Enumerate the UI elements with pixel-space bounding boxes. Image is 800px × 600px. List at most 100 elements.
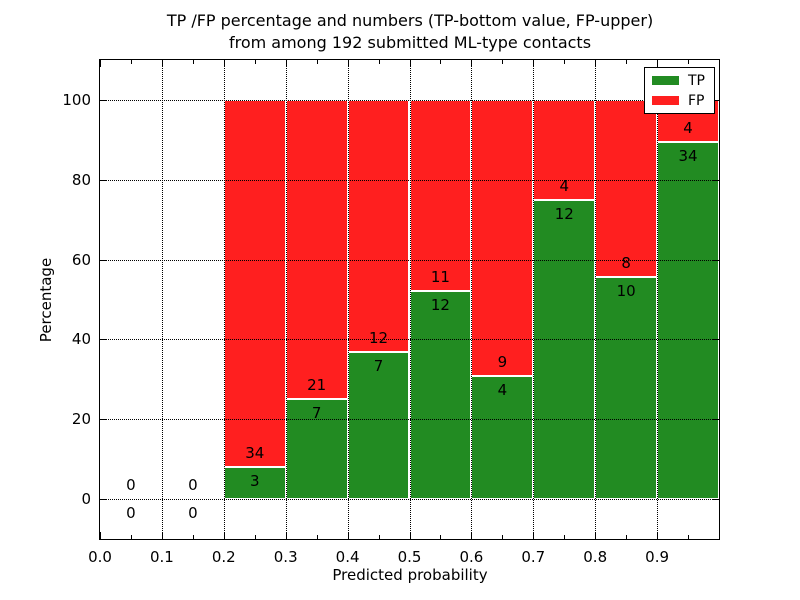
x-tick-mark	[719, 60, 720, 67]
gridline-vertical	[533, 60, 535, 539]
legend-label-fp: FP	[688, 92, 705, 109]
y-tick-mark	[712, 419, 719, 421]
chart-title-line2: from among 192 submitted ML-type contact…	[228, 33, 592, 52]
x-tick-label: 0.4	[335, 548, 360, 566]
tp-count-label: 4	[497, 381, 508, 400]
x-minor-tick-mark	[564, 535, 566, 539]
bar-fp-segment	[471, 99, 534, 377]
x-minor-tick-mark	[316, 535, 318, 539]
x-minor-tick-mark	[688, 60, 690, 64]
y-tick-mark	[100, 179, 107, 181]
tp-count-label: 34	[678, 146, 698, 165]
x-tick-mark	[657, 60, 659, 67]
x-tick-label: 0.3	[273, 548, 298, 566]
gridline-vertical	[285, 60, 287, 539]
tp-count-label: 3	[249, 471, 260, 490]
x-tick-mark	[100, 532, 101, 539]
y-tick-mark	[712, 259, 719, 261]
bar-tp-segment	[285, 399, 348, 500]
legend: TP FP	[644, 67, 715, 114]
tp-count-label: 12	[554, 204, 574, 223]
bar-tp-segment	[409, 290, 472, 500]
x-minor-tick-mark	[130, 60, 132, 64]
gridline-vertical	[657, 60, 659, 539]
y-tick-label: 100	[62, 90, 91, 109]
x-tick-mark	[409, 60, 411, 67]
x-tick-label: 0.8	[583, 548, 608, 566]
legend-swatch-tp-icon	[652, 76, 679, 85]
fp-count-label: 21	[307, 376, 327, 395]
x-minor-tick-mark	[254, 535, 256, 539]
bar-fp-segment	[409, 99, 472, 291]
y-tick-label: 80	[71, 170, 91, 189]
y-tick-mark	[100, 259, 107, 261]
x-tick-mark	[223, 60, 225, 67]
legend-item-fp: FP	[652, 93, 705, 108]
tp-count-label: 7	[373, 357, 384, 376]
x-minor-tick-mark	[502, 60, 504, 64]
fp-count-label: 8	[621, 254, 631, 273]
legend-swatch-fp-icon	[652, 96, 679, 105]
fp-count-label: 11	[430, 267, 450, 286]
x-tick-mark	[657, 532, 659, 539]
bar-fp-segment	[285, 99, 348, 400]
x-minor-tick-mark	[440, 535, 442, 539]
bar-tp-segment	[223, 466, 286, 500]
bar-tp-segment	[595, 277, 658, 500]
gridline-vertical	[595, 60, 597, 539]
x-tick-label: 0.9	[645, 548, 670, 566]
bar-fp-segment	[595, 99, 658, 278]
x-minor-tick-mark	[688, 535, 690, 539]
y-tick-label: 0	[81, 490, 91, 509]
fp-count-label: 0	[126, 476, 136, 495]
x-tick-mark	[595, 532, 597, 539]
x-tick-mark	[347, 60, 349, 67]
x-minor-tick-mark	[440, 60, 442, 64]
x-tick-mark	[347, 532, 349, 539]
fp-count-label: 4	[559, 176, 570, 195]
chart-title-line1: TP /FP percentage and numbers (TP-bottom…	[166, 11, 654, 30]
x-tick-mark	[161, 532, 163, 539]
x-minor-tick-mark	[192, 535, 194, 539]
x-minor-tick-mark	[192, 60, 194, 64]
x-tick-label: 0.2	[211, 548, 236, 566]
x-tick-label: 0.1	[149, 548, 174, 566]
x-minor-tick-mark	[378, 535, 380, 539]
y-tick-label: 60	[71, 250, 91, 269]
fp-count-label: 34	[245, 443, 265, 462]
x-tick-mark	[471, 532, 473, 539]
tp-count-label: 7	[311, 404, 322, 423]
fp-count-label: 12	[369, 329, 389, 348]
gridline-vertical	[471, 60, 473, 539]
chart-title: TP /FP percentage and numbers (TP-bottom…	[167, 10, 653, 54]
x-tick-mark	[533, 60, 535, 67]
plot-area: TP FP 0 0 0 0 34 3 21 7 12 7 11 12 9 4 4 12 8 10 4 34	[99, 59, 720, 540]
x-minor-tick-mark	[502, 535, 504, 539]
x-tick-mark	[285, 532, 287, 539]
x-tick-mark	[100, 60, 101, 67]
x-minor-tick-mark	[130, 535, 132, 539]
x-tick-label: 0.7	[521, 548, 546, 566]
bar-fp-segment	[347, 99, 410, 352]
tp-count-label: 10	[616, 282, 636, 301]
bar-tp-segment	[657, 141, 719, 500]
tp-count-label: 0	[188, 504, 198, 523]
y-tick-mark	[100, 499, 107, 501]
y-tick-mark	[100, 99, 107, 101]
y-tick-mark	[100, 419, 107, 421]
bar-tp-segment	[533, 199, 596, 500]
tp-count-label: 12	[430, 295, 450, 314]
x-tick-mark	[471, 60, 473, 67]
x-tick-label: 0.5	[397, 548, 422, 566]
gridline-vertical	[409, 60, 411, 539]
x-minor-tick-mark	[254, 60, 256, 64]
tp-count-label: 0	[126, 504, 136, 523]
y-tick-mark	[100, 339, 107, 341]
x-tick-label: 0.0	[88, 548, 112, 566]
x-minor-tick-mark	[316, 60, 318, 64]
x-tick-mark	[719, 532, 720, 539]
x-minor-tick-mark	[626, 60, 628, 64]
y-tick-mark	[712, 99, 719, 101]
gridline-vertical	[347, 60, 349, 539]
